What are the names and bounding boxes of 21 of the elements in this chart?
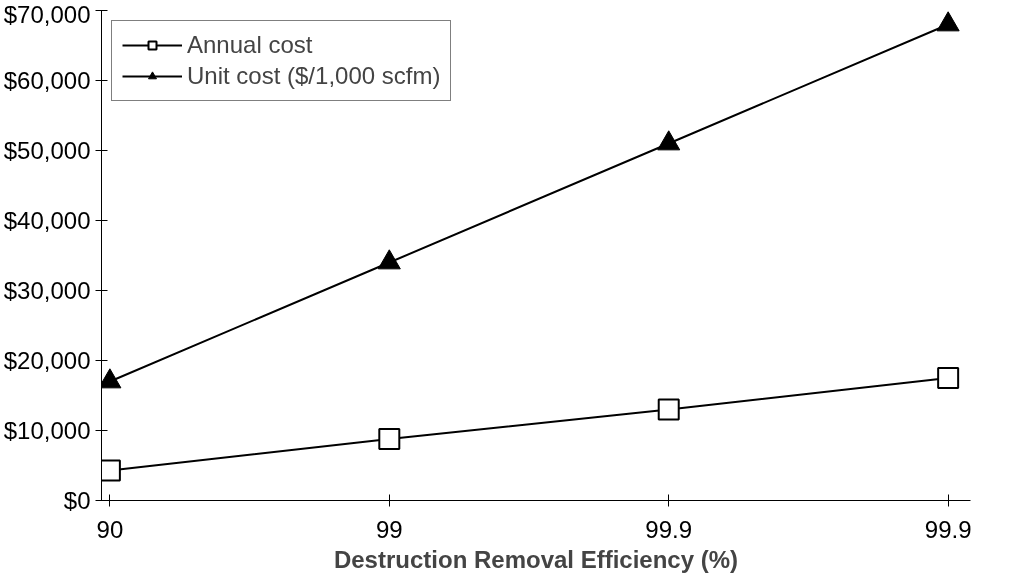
legend-label: Unit cost ($/1,000 scfm) — [187, 62, 441, 90]
point — [936, 11, 960, 32]
x-axis-title: Destruction Removal Efficiency (%) — [333, 545, 739, 573]
point — [378, 427, 401, 450]
y-tick-label: $70,000 — [3, 0, 91, 28]
x-tick-label: 90 — [96, 515, 124, 543]
legend-label: Annual cost — [187, 31, 313, 59]
y-tick-label: $40,000 — [3, 207, 91, 234]
x-tick-label: 99.9 — [924, 515, 972, 543]
point — [937, 367, 960, 389]
point — [657, 130, 681, 151]
point — [377, 249, 401, 270]
x-tick-label: 99 — [375, 515, 403, 543]
y-tick-label: $60,000 — [3, 67, 91, 94]
x-tick-label: 99.9 — [645, 515, 693, 543]
y-tick-label: $30,000 — [3, 277, 91, 304]
y-tick-label: $50,000 — [3, 137, 91, 164]
y-tick-label: $10,000 — [3, 417, 91, 444]
point — [657, 398, 680, 421]
y-tick-label: $20,000 — [3, 347, 91, 374]
y-tick-label: $0 — [63, 487, 91, 514]
